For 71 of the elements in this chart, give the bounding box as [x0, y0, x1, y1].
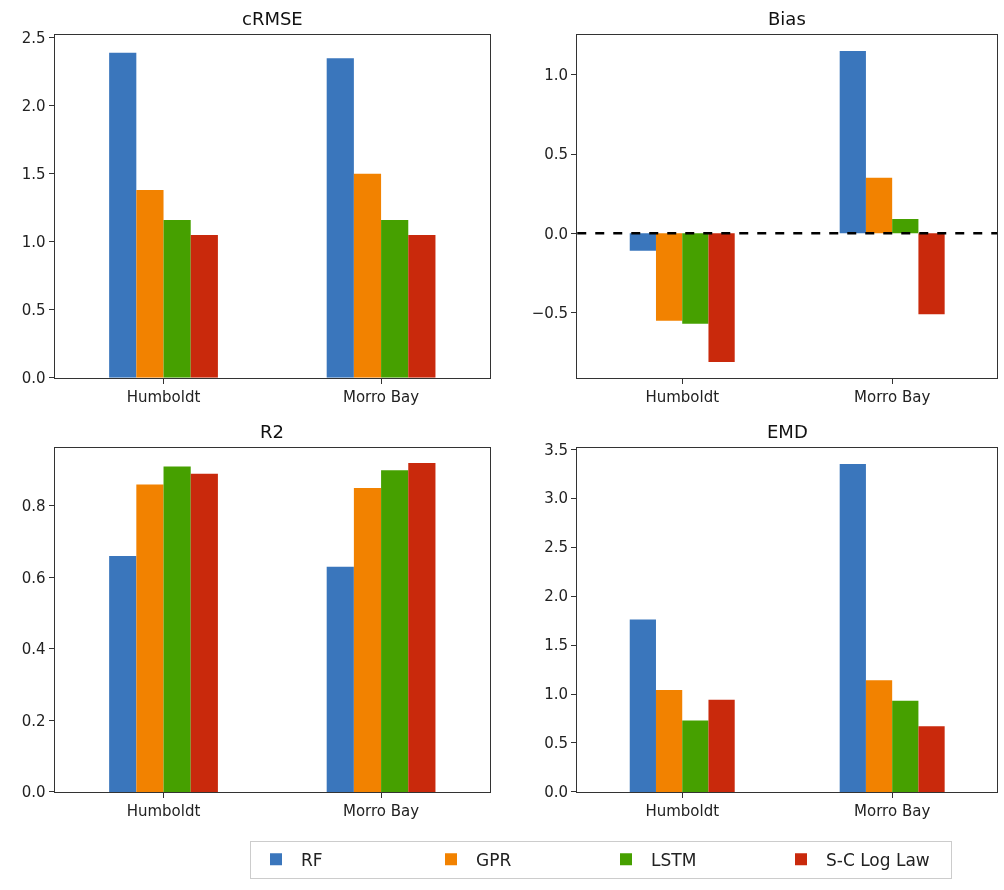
bar — [136, 484, 164, 792]
bar — [682, 233, 709, 324]
y-tick-label: 0.2 — [21, 711, 46, 730]
chart-title: R2 — [260, 421, 284, 442]
bar — [408, 234, 436, 378]
y-tick-label: 2.5 — [544, 538, 569, 557]
y-tick-label: 0.5 — [544, 734, 569, 753]
bar — [918, 726, 945, 792]
bar — [109, 52, 137, 378]
y-tick-label: 2.0 — [544, 587, 569, 606]
bar — [918, 233, 945, 315]
y-tick-label: 0.0 — [544, 783, 569, 802]
legend-label: RF — [301, 849, 323, 870]
y-tick-label: 1.0 — [544, 65, 569, 84]
bar — [629, 233, 656, 251]
y-tick-label: 0.4 — [21, 640, 46, 659]
bar — [190, 473, 218, 792]
bar — [408, 462, 436, 792]
x-tick-label: Morro Bay — [854, 387, 931, 406]
bar — [865, 177, 893, 234]
y-tick-label: 1.0 — [544, 685, 569, 704]
x-tick-label: Humboldt — [645, 801, 720, 820]
chart-title: Bias — [768, 8, 806, 29]
y-tick-label: 0.0 — [544, 224, 569, 243]
bar — [655, 233, 683, 321]
y-tick-label: 0.0 — [21, 369, 46, 388]
bar — [353, 488, 382, 792]
x-tick-label: Morro Bay — [854, 801, 931, 820]
y-tick-label: 0.5 — [21, 301, 46, 320]
y-tick-label: 0.6 — [21, 568, 46, 587]
bar — [190, 234, 218, 378]
x-tick-label: Humboldt — [126, 387, 201, 406]
y-tick-label: 0.8 — [21, 497, 46, 516]
x-tick-label: Humboldt — [126, 801, 201, 820]
chart-title: cRMSE — [242, 8, 303, 29]
bar — [892, 219, 919, 234]
y-tick-label: 0.5 — [544, 145, 569, 164]
x-tick-label: Humboldt — [645, 387, 720, 406]
bar — [708, 233, 735, 362]
y-tick-label: 2.0 — [21, 97, 46, 116]
y-tick-label: 0.0 — [21, 783, 46, 802]
y-tick-label: 1.5 — [21, 165, 46, 184]
bar — [839, 463, 866, 792]
legend-label: LSTM — [651, 849, 697, 870]
legend-label: GPR — [476, 849, 512, 870]
legend-label: S-C Log Law — [826, 849, 930, 870]
bar — [865, 680, 893, 792]
y-tick-label: 1.5 — [544, 636, 569, 655]
bar — [136, 190, 164, 378]
bar — [839, 50, 866, 234]
y-tick-label: 3.0 — [544, 489, 569, 508]
bar — [655, 690, 683, 792]
x-tick-label: Morro Bay — [342, 801, 420, 820]
bar — [892, 700, 919, 792]
bar — [163, 220, 191, 378]
bar — [109, 555, 137, 792]
bar — [682, 720, 709, 792]
x-tick-label: Morro Bay — [342, 387, 420, 406]
y-tick-label: −0.5 — [531, 303, 569, 322]
bar — [708, 699, 735, 792]
bar — [353, 173, 382, 378]
bar — [326, 58, 354, 378]
y-tick-label: 3.5 — [544, 440, 569, 459]
bar — [163, 466, 191, 792]
bar — [326, 566, 354, 792]
chart-title: EMD — [767, 421, 808, 442]
y-tick-label: 2.5 — [21, 29, 46, 48]
bar — [381, 470, 409, 792]
bar — [381, 220, 409, 378]
y-tick-label: 1.0 — [21, 233, 46, 252]
bar — [629, 619, 656, 792]
